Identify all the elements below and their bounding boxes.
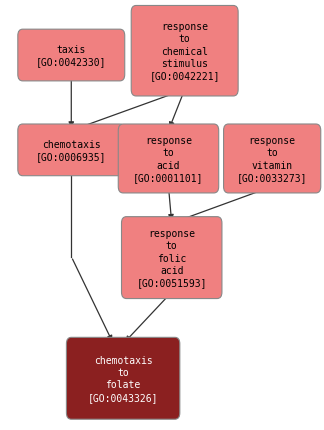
- FancyBboxPatch shape: [18, 125, 125, 176]
- Text: taxis
[GO:0042330]: taxis [GO:0042330]: [36, 45, 107, 67]
- FancyBboxPatch shape: [224, 125, 321, 194]
- Text: response
to
chemical
stimulus
[GO:0042221]: response to chemical stimulus [GO:004222…: [149, 22, 220, 81]
- FancyBboxPatch shape: [122, 217, 222, 299]
- Text: response
to
acid
[GO:0001101]: response to acid [GO:0001101]: [133, 135, 204, 183]
- FancyBboxPatch shape: [118, 125, 219, 194]
- FancyBboxPatch shape: [66, 338, 180, 419]
- FancyBboxPatch shape: [18, 30, 125, 82]
- Text: chemotaxis
[GO:0006935]: chemotaxis [GO:0006935]: [36, 139, 107, 162]
- FancyBboxPatch shape: [131, 6, 238, 97]
- Text: response
to
vitamin
[GO:0033273]: response to vitamin [GO:0033273]: [237, 135, 307, 183]
- Text: chemotaxis
to
folate
[GO:0043326]: chemotaxis to folate [GO:0043326]: [88, 355, 158, 402]
- Text: response
to
folic
acid
[GO:0051593]: response to folic acid [GO:0051593]: [136, 228, 207, 288]
